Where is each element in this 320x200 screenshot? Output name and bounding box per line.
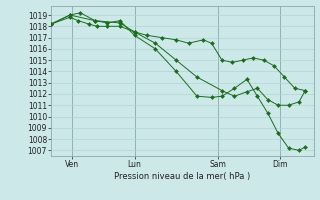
X-axis label: Pression niveau de la mer( hPa ): Pression niveau de la mer( hPa ) [114,172,251,181]
